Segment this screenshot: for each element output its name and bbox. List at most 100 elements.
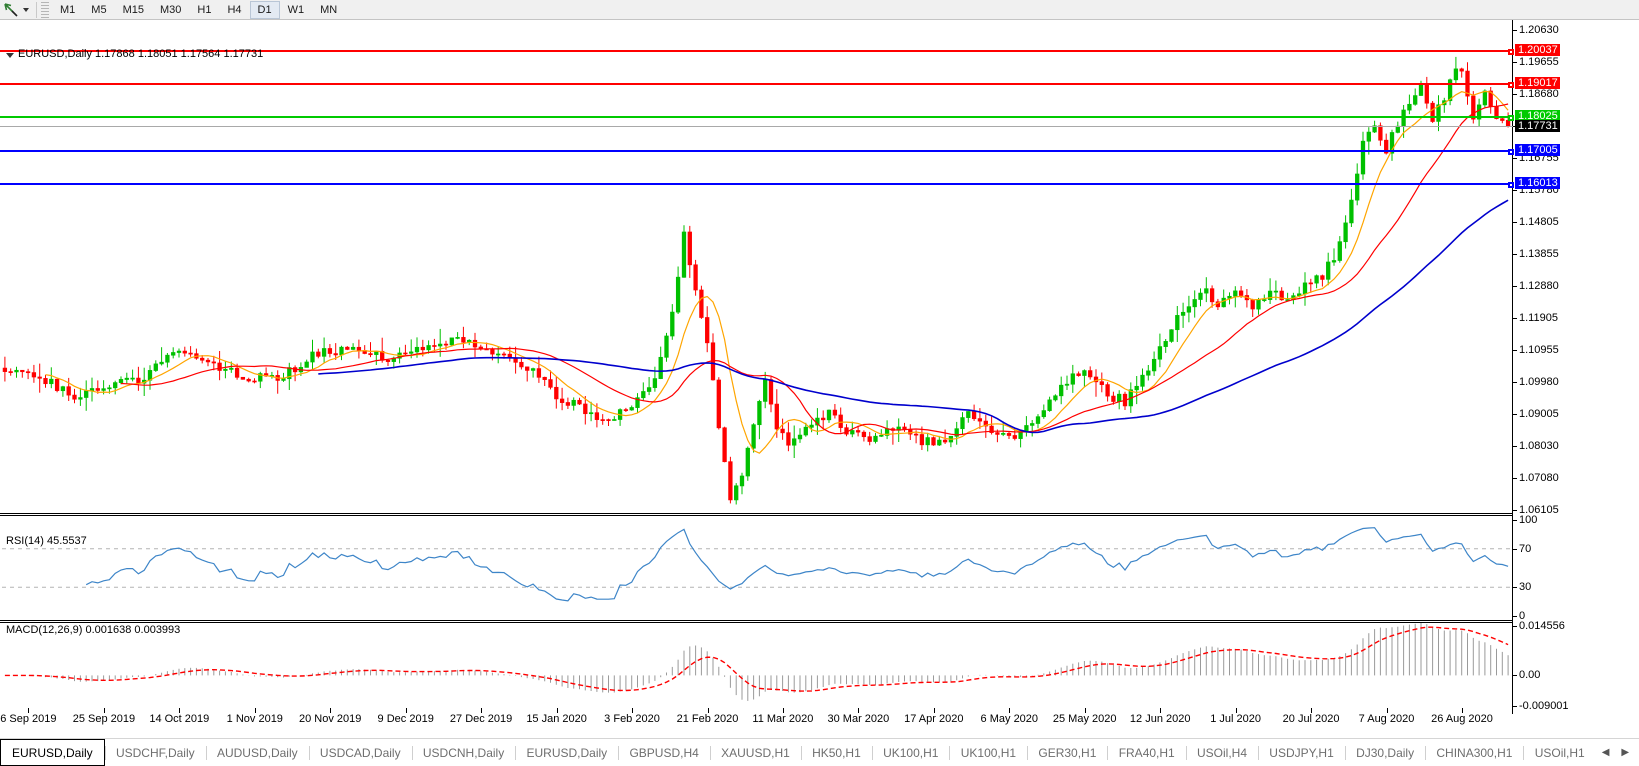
chart-tab[interactable]: USDCNH,Daily: [422, 746, 505, 760]
date-tick-mark: [1462, 708, 1463, 713]
price-tick-label: 1.06105: [1519, 504, 1559, 516]
price-tick-label: 1.14805: [1519, 216, 1559, 229]
price-level-support-1[interactable]: [0, 148, 1514, 155]
price-label-badge[interactable]: 1.18025: [1515, 110, 1560, 123]
price-pane[interactable]: [0, 20, 1513, 513]
chart-tab[interactable]: DJ30,Daily: [1356, 746, 1415, 760]
chart-tab[interactable]: USDCHF,Daily: [115, 746, 195, 760]
date-tick-label: 14 Oct 2019: [149, 713, 210, 725]
price-level-pivot[interactable]: [0, 115, 1514, 122]
price-tick-label: 1.08030: [1519, 440, 1559, 453]
rsi-tick-label: 100: [1519, 514, 1538, 526]
level-drag-handle[interactable]: [1508, 48, 1514, 55]
date-tick-mark: [707, 708, 709, 713]
price-label-badge[interactable]: 1.16013: [1515, 176, 1560, 189]
price-tick-label: 1.12880: [1519, 280, 1559, 293]
chart-tab[interactable]: HK50,H1: [812, 746, 861, 760]
date-tick-label: 11 Mar 2020: [752, 713, 814, 725]
price-level-resistance-1[interactable]: [0, 48, 1514, 55]
chart-tab[interactable]: CHINA300,H1: [1436, 746, 1513, 760]
chart-tab[interactable]: XAUUSD,H1: [721, 746, 790, 760]
date-tick-mark: [405, 708, 407, 713]
price-tick-mark: [1513, 510, 1517, 511]
chart-tab[interactable]: USOil,H1: [1534, 746, 1585, 760]
date-tick-label: 21 Feb 2020: [676, 713, 739, 725]
date-tick-mark: [632, 708, 633, 713]
price-label-badge[interactable]: 1.19017: [1515, 77, 1560, 90]
pane-divider-2b: [0, 622, 1513, 623]
chart-tab[interactable]: USDCAD,Daily: [319, 746, 401, 760]
date-axis: 6 Sep 2019 25 Sep 2019 14 Oct 2019 1 Nov 20…: [0, 708, 1513, 730]
price-tick: 1.13855: [1513, 248, 1639, 261]
price-level-last-price[interactable]: [0, 125, 1513, 127]
price-tick-mark: [1513, 477, 1517, 479]
rsi-indicator-label[interactable]: RSI(14) 45.5537: [6, 535, 90, 547]
price-tick-mark: [1513, 286, 1517, 288]
timeframe-button-m5[interactable]: M5: [91, 3, 107, 16]
level-drag-handle[interactable]: [1508, 115, 1514, 122]
macd-tick-mark: [1513, 706, 1517, 707]
rsi-tick-mark: [1513, 616, 1517, 617]
chart-tab[interactable]: EURUSD,Daily: [526, 746, 608, 760]
rsi-tick-label: 70: [1519, 542, 1532, 555]
macd-plot: [4, 623, 1509, 701]
macd-pane[interactable]: [0, 623, 1513, 708]
chart-tab[interactable]: USDJPY,H1: [1269, 746, 1334, 760]
macd-indicator-label[interactable]: MACD(12,26,9) 0.001638 0.003993: [6, 624, 184, 636]
chart-tab[interactable]: FRA40,H1: [1118, 746, 1175, 760]
price-tick: 1.07080: [1513, 472, 1639, 485]
macd-tick-mark: [1513, 675, 1517, 677]
chart-tab[interactable]: AUDUSD,Daily: [216, 746, 298, 760]
price-tick-mark: [1513, 381, 1517, 383]
chart-tab-active[interactable]: EURUSD,Daily: [0, 739, 105, 766]
date-tick-mark: [481, 708, 483, 713]
date-tick-label: 6 Sep 2019: [0, 713, 57, 725]
level-drag-handle[interactable]: [1508, 82, 1514, 89]
chart-tab[interactable]: GER30,H1: [1038, 746, 1097, 760]
drag-grip-icon[interactable]: [41, 1, 49, 18]
level-drag-handle[interactable]: [1508, 181, 1514, 188]
price-tick-mark: [1513, 318, 1517, 320]
chart-tab[interactable]: USOil,H4: [1197, 746, 1248, 760]
level-drag-handle[interactable]: [1508, 148, 1514, 155]
price-tick-mark: [1513, 30, 1517, 31]
date-tick-label: 6 May 2020: [980, 713, 1039, 725]
arrow-left-icon[interactable]: ◀: [1601, 747, 1610, 758]
timeframe-button-m1[interactable]: M1: [60, 3, 76, 16]
price-label-badge[interactable]: 1.20037: [1515, 43, 1560, 56]
date-tick-mark: [28, 708, 30, 713]
price-tick-mark: [1513, 158, 1517, 160]
price-level-support-2[interactable]: [0, 181, 1514, 188]
timeframe-button-w1[interactable]: W1: [287, 3, 305, 16]
rsi-tick: 100: [1513, 514, 1639, 527]
timeframe-button-h4[interactable]: H4: [227, 3, 242, 16]
chart-area[interactable]: EURUSD,Daily 1.17868 1.18051 1.17564 1.1…: [0, 20, 1639, 725]
arrow-right-icon[interactable]: ▶: [1621, 747, 1630, 758]
timeframe-button-h1[interactable]: H1: [197, 3, 212, 16]
price-label-badge[interactable]: 1.17731: [1515, 119, 1560, 132]
chart-tab[interactable]: GBPUSD,H4: [629, 746, 699, 760]
date-tick-label: 7 Aug 2020: [1358, 713, 1415, 725]
rsi-pane[interactable]: [0, 516, 1513, 620]
macd-tick: -0.009001: [1513, 700, 1639, 713]
macd-tick-mark: [1513, 626, 1517, 627]
rsi-tick-mark: [1513, 587, 1517, 589]
tab-scroll-controls: ◀ ▶: [1596, 739, 1639, 766]
price-tick: 1.14805: [1513, 216, 1639, 229]
cursor-crosshair-icon[interactable]: [2, 1, 20, 19]
price-axis[interactable]: 1.206301.196551.186801.177311.167551.157…: [1513, 20, 1639, 714]
chart-tab[interactable]: UK100,H1: [883, 746, 939, 760]
timeframe-button-mn[interactable]: MN: [320, 3, 338, 16]
timeframe-button-m30[interactable]: M30: [159, 3, 182, 16]
price-label-badge[interactable]: 1.17005: [1515, 143, 1560, 156]
chevron-down-icon[interactable]: [23, 7, 29, 12]
chart-collapse-icon[interactable]: [6, 53, 14, 58]
timeframe-button-d1[interactable]: D1: [249, 0, 280, 19]
date-tick-mark: [1160, 708, 1162, 713]
date-tick-mark: [1311, 708, 1313, 713]
price-level-resistance-2[interactable]: [0, 82, 1514, 89]
timeframe-button-m15[interactable]: M15: [122, 3, 144, 16]
chart-tab[interactable]: UK100,H1: [960, 746, 1017, 760]
candlestick-plot: [2, 56, 1511, 505]
